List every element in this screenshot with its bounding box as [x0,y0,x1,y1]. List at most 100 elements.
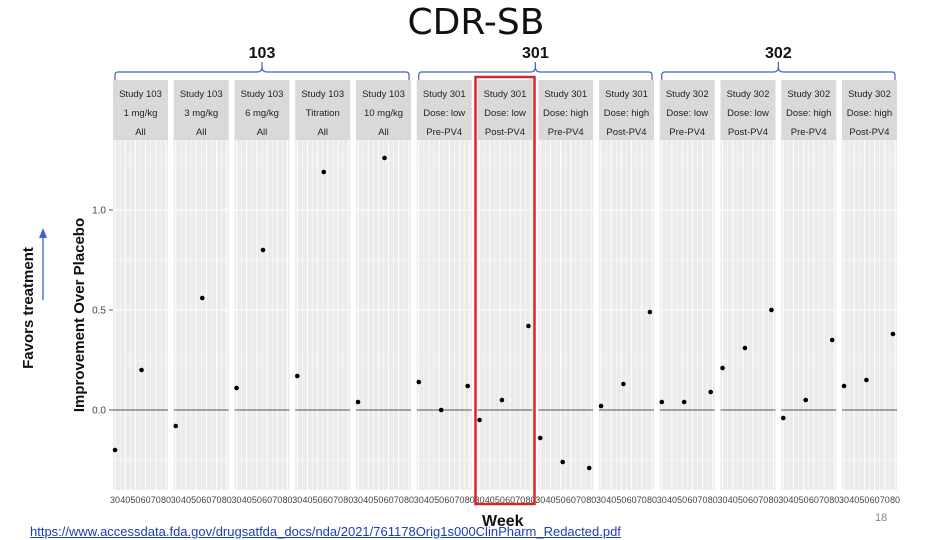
x-tick-label: 50 [191,495,201,505]
panel-strip-text: Dose: low [484,108,526,119]
x-tick-label: 80 [890,495,900,505]
data-point [438,407,444,413]
y-tick-label: 0.0 [92,406,106,417]
data-point [321,169,327,175]
x-tick-label: 80 [404,495,414,505]
x-tick-label: 50 [859,495,869,505]
x-tick-label: 60 [748,495,758,505]
data-point [526,323,531,329]
x-tick-label: 70 [455,495,465,505]
panel-strip-text: Titration [306,108,340,119]
x-tick-label: 40 [849,495,859,505]
x-tick-label: 40 [302,495,312,505]
panel-strip [842,80,897,140]
x-tick-label: 70 [272,495,282,505]
y-axis-label: Improvement Over Placebo [71,218,88,412]
x-tick-label: 40 [424,495,434,505]
data-point [681,399,687,405]
x-tick-label: 70 [333,495,343,505]
favors-treatment-label: Favors treatment [20,247,37,369]
panel-strip-text: Post-PV4 [728,127,768,138]
data-point [742,345,748,351]
x-tick-label: 30 [839,495,849,505]
x-tick-label: 60 [566,495,576,505]
panel-strip-text: Study 103 [301,89,344,100]
data-point [890,331,896,337]
data-point [499,397,505,403]
x-tick-label: 80 [161,495,171,505]
data-point [829,337,835,343]
data-point [416,379,422,385]
panel-strip-text: Study 301 [605,89,648,100]
data-point [537,435,543,441]
x-tick-label: 40 [485,495,495,505]
x-tick-label: 40 [545,495,555,505]
data-point [139,367,144,373]
x-tick-label: 40 [728,495,738,505]
panel-strip-text: Pre-PV4 [426,127,462,138]
panel-strip-text: Study 301 [423,89,466,100]
x-tick-label: 80 [465,495,475,505]
x-tick-label: 60 [870,495,880,505]
x-tick-label: 60 [627,495,637,505]
panel-strip-text: Study 103 [180,89,223,100]
panel-strip-text: Post-PV4 [606,127,646,138]
data-point [621,381,626,387]
source-link[interactable]: https://www.accessdata.fda.gov/drugsatfd… [30,524,621,539]
panel-strip [295,80,351,140]
group-label: 302 [765,45,792,62]
x-tick-label: 80 [586,495,596,505]
x-tick-label: 70 [151,495,161,505]
data-point [659,399,665,405]
panel-strip [234,80,290,140]
group-label: 103 [249,45,276,62]
data-point [294,373,300,379]
panel-strip [599,80,654,140]
x-tick-label: 70 [515,495,525,505]
x-tick-label: 30 [353,495,363,505]
panel-strip-text: Dose: low [727,108,769,119]
x-tick-label: 50 [313,495,323,505]
panel-strip-text: Study 103 [119,89,162,100]
x-tick-label: 80 [525,495,535,505]
panel-strip-text: Post-PV4 [849,127,889,138]
data-point [864,377,869,383]
data-point [173,423,179,429]
x-tick-label: 70 [758,495,768,505]
x-tick-label: 80 [282,495,292,505]
x-tick-label: 40 [242,495,252,505]
panel-strip [720,80,776,140]
data-point [720,365,725,371]
data-point [382,155,387,161]
x-tick-label: 30 [292,495,302,505]
y-tick-label: 0.5 [92,306,106,317]
x-tick-label: 80 [829,495,839,505]
panel-strip [173,80,229,140]
x-tick-label: 30 [718,495,728,505]
x-tick-label: 40 [363,495,373,505]
page-number: 18 [875,512,888,524]
x-tick-label: 60 [444,495,454,505]
panel-strip-text: Dose: low [666,108,708,119]
x-tick-label: 40 [788,495,798,505]
x-tick-label: 70 [576,495,586,505]
panel-strip-text: Study 103 [241,89,284,100]
x-tick-label: 70 [880,495,890,505]
x-axis-label: Week [482,513,524,530]
x-tick-label: 50 [252,495,262,505]
x-tick-label: 30 [414,495,424,505]
x-tick-label: 70 [819,495,829,505]
panel-strip-text: All [257,127,268,138]
panel-strip [781,80,837,140]
x-tick-label: 70 [698,495,708,505]
x-tick-label: 30 [475,495,485,505]
data-point [780,415,786,421]
panel-strip-text: Study 302 [666,89,709,100]
panel-strip-text: 6 mg/kg [245,108,279,119]
data-point [708,389,713,395]
x-tick-label: 30 [535,495,545,505]
panel-strip-text: 3 mg/kg [184,108,218,119]
group-label: 301 [522,45,549,62]
x-tick-label: 30 [657,495,667,505]
